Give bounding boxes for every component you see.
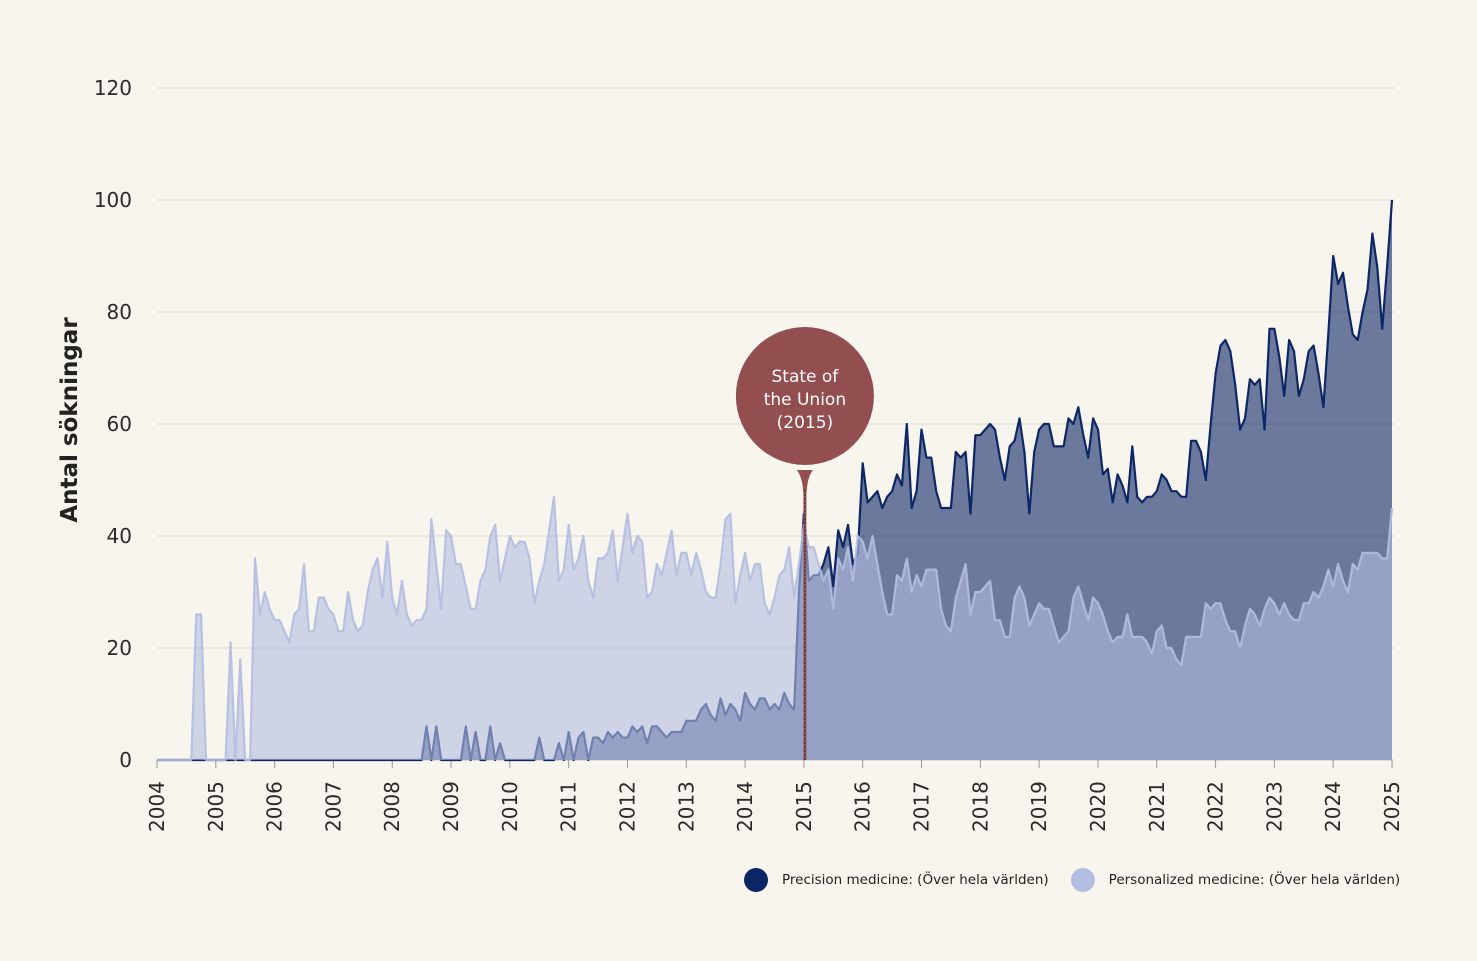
x-tick-label: 2010	[498, 781, 522, 832]
x-tick-label: 2016	[851, 781, 875, 832]
x-axis-ticks: 2004 2005 2006 2007 2008 2009 2010 2011 2012 2013…	[145, 759, 1404, 832]
series-personalized	[157, 495, 1394, 762]
x-tick-label: 2009	[439, 781, 463, 832]
series-area	[157, 496, 1392, 760]
x-tick-label: 2017	[910, 781, 934, 832]
series-layer	[157, 199, 1394, 762]
annotation-text: (2015)	[777, 413, 834, 433]
series-line	[157, 495, 1394, 762]
x-tick-label: 2013	[674, 781, 698, 832]
x-tick-label: 2012	[615, 781, 639, 832]
legend-swatch-icon	[1070, 868, 1095, 892]
x-tick-label: 2025	[1380, 781, 1404, 832]
y-axis-ticks: 0 20 40 60 80 100 120	[94, 76, 132, 772]
y-tick-label: 80	[107, 300, 132, 324]
x-tick-label: 2011	[557, 781, 581, 832]
x-tick-label: 2021	[1145, 781, 1169, 832]
legend-label: Personalized medicine: (Över hela världe…	[1108, 872, 1401, 888]
annotation-text: State of	[772, 367, 840, 387]
legend-label: Precision medicine: (Över hela världen)	[782, 872, 1049, 888]
x-tick-label: 2006	[263, 781, 287, 832]
y-tick-label: 60	[107, 412, 132, 436]
annotation-text: the Union	[764, 390, 846, 410]
y-tick-label: 100	[94, 188, 132, 212]
y-tick-label: 20	[107, 636, 132, 660]
annotation-pin: State of the Union (2015)	[735, 327, 874, 760]
x-tick-label: 2023	[1262, 781, 1286, 832]
legend: Precision medicine: (Över hela världen) …	[744, 868, 1422, 892]
x-tick-label: 2019	[1027, 781, 1051, 832]
x-tick-label: 2018	[968, 781, 992, 832]
x-tick-label: 2015	[792, 781, 816, 832]
x-tick-label: 2007	[321, 781, 345, 832]
x-tick-label: 2024	[1321, 781, 1345, 832]
legend-item-personalized[interactable]: Personalized medicine: (Över hela världe…	[1070, 868, 1401, 892]
x-tick-label: 2008	[380, 781, 404, 832]
y-tick-label: 40	[107, 524, 132, 548]
x-tick-label: 2022	[1204, 781, 1228, 832]
x-tick-label: 2014	[733, 781, 757, 832]
annotation-bubble	[735, 327, 874, 465]
y-axis-label: Antal sökningar	[57, 317, 83, 523]
legend-swatch-icon	[744, 868, 768, 892]
legend-item-precision[interactable]: Precision medicine: (Över hela världen)	[744, 868, 1049, 892]
y-tick-label: 120	[94, 76, 132, 100]
x-tick-label: 2020	[1086, 781, 1110, 832]
x-tick-label: 2004	[145, 781, 169, 832]
x-tick-label: 2005	[204, 781, 228, 832]
y-tick-label: 0	[119, 748, 132, 772]
